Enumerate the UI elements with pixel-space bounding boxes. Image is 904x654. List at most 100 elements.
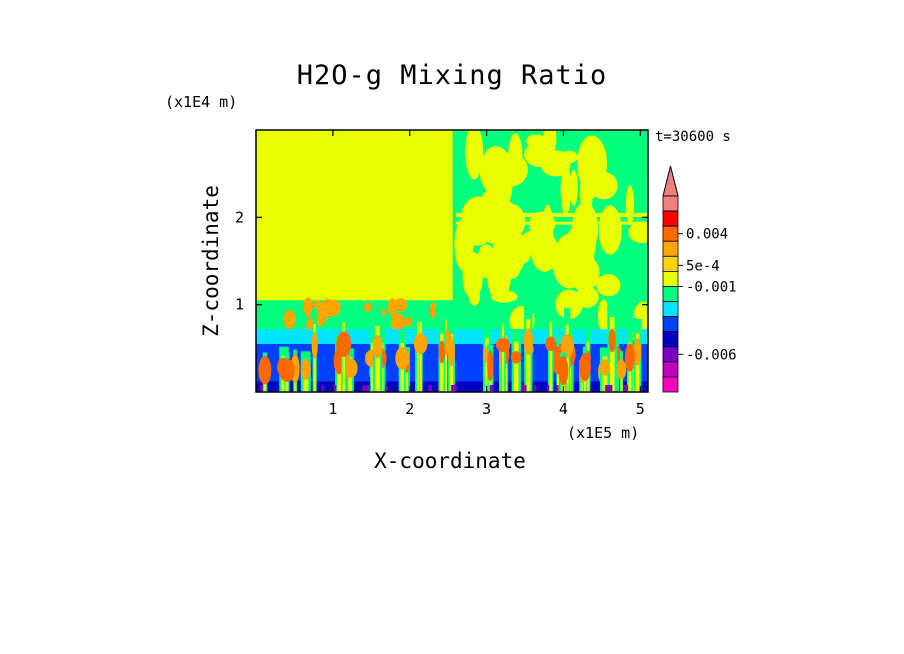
plume-blob [395, 346, 410, 370]
colorbar-segment [662, 195, 679, 212]
warm-spot [429, 302, 437, 319]
surface-fleck [332, 385, 337, 392]
warm-spot [363, 302, 372, 312]
warm-spot [387, 298, 397, 316]
yellow-streak [465, 130, 484, 180]
plume-blob [560, 333, 574, 358]
yellow-streak [625, 184, 635, 226]
surface-fleck [623, 385, 628, 392]
plume-blob [624, 343, 636, 372]
yellow-streak [531, 232, 559, 272]
warm-spot [315, 312, 326, 326]
plume-blob [608, 328, 616, 353]
y-axis-multiplier: (x1E4 m) [165, 93, 238, 111]
colorbar-segment [662, 316, 679, 333]
plume-blob [373, 334, 383, 359]
plume-blob [438, 340, 446, 364]
yellow-streak [526, 134, 547, 148]
plume-blob [336, 331, 352, 357]
y-tick-label: 2 [235, 208, 244, 226]
plume-blob [300, 359, 311, 381]
colorbar-segment [662, 376, 679, 393]
surface-fleck [259, 385, 263, 392]
surface-fleck [547, 385, 550, 392]
x-axis-multiplier: (x1E5 m) [567, 424, 640, 442]
axis-ticks: 1 2 3 4 5 1 2 [235, 130, 648, 418]
plume-blob [311, 331, 318, 359]
colorbar: 0.004 5e-4 -0.001 -0.006 [662, 165, 737, 393]
yellow-streak [540, 150, 571, 177]
colorbar-segment [662, 210, 679, 227]
plume-blob [278, 358, 295, 383]
x-tick-label: 1 [328, 400, 337, 418]
upper-left-region [256, 130, 453, 301]
yellow-streak [454, 218, 474, 272]
plume-core [526, 318, 531, 392]
yellow-streak [542, 130, 557, 157]
colorbar-extend-arrow [662, 165, 679, 197]
surface-fleck [607, 385, 613, 392]
colorbar-segment [662, 286, 679, 302]
warm-spot [404, 317, 413, 327]
plume-blob [600, 359, 610, 376]
warm-spot [390, 313, 406, 332]
plume-core [484, 337, 489, 392]
yellow-streak [508, 133, 523, 181]
warm-spot [393, 298, 408, 312]
colorbar-segment [662, 240, 679, 257]
plume-core [403, 355, 408, 392]
x-tick-label: 2 [405, 400, 414, 418]
surface-fleck [521, 385, 527, 392]
yellow-streak [557, 232, 591, 257]
x-tick-label: 5 [636, 400, 645, 418]
warm-spot [283, 309, 296, 329]
yellow-streak [628, 221, 648, 244]
plume-core [371, 343, 374, 392]
yellow-streak [560, 162, 572, 216]
plot-frame [255, 129, 649, 393]
yellow-streak [581, 181, 598, 200]
chart-title: H2O-g Mixing Ratio [296, 60, 608, 91]
colorbar-segment [662, 301, 679, 318]
surface-fleck [365, 385, 371, 392]
plume-blob [633, 337, 642, 366]
colorbar-segment [662, 255, 679, 272]
colorbar-label: -0.006 [686, 347, 737, 363]
yellow-streak [598, 205, 622, 255]
yellow-streak [516, 236, 532, 264]
yellow-streak [468, 288, 481, 306]
yellow-streak [569, 169, 578, 206]
x-tick-label: 3 [482, 400, 491, 418]
surface-fleck [555, 385, 559, 392]
plume-blob [558, 355, 569, 386]
plume-blob [510, 350, 522, 364]
surface-fleck [428, 385, 432, 392]
surface-fleck [533, 385, 537, 392]
warm-spot [310, 301, 325, 313]
warm-spot [303, 297, 313, 317]
surface-fleck [362, 385, 366, 392]
surface-fleck [451, 385, 458, 392]
colorbar-label: 0.004 [686, 227, 728, 243]
yellow-streak [596, 274, 621, 297]
plume-core [513, 341, 519, 392]
yellow-streak [597, 299, 610, 334]
plume-blob [579, 352, 591, 382]
plume-core [416, 322, 421, 392]
plume-core [444, 319, 447, 392]
plume-core [502, 323, 505, 392]
plume-core [549, 321, 553, 392]
heatmap-field [256, 130, 648, 392]
colorbar-segment [662, 361, 679, 378]
plume-blob [616, 359, 627, 380]
colorbar-label: 5e-4 [686, 258, 720, 274]
colorbar-segment [662, 331, 679, 348]
plume-core [609, 317, 615, 392]
surface-fleck [384, 385, 388, 392]
plume-blob [545, 336, 557, 352]
plume-blob [258, 356, 272, 385]
plume-blob [523, 328, 533, 356]
colorbar-segment [662, 270, 679, 287]
x-tick-label: 4 [559, 400, 568, 418]
